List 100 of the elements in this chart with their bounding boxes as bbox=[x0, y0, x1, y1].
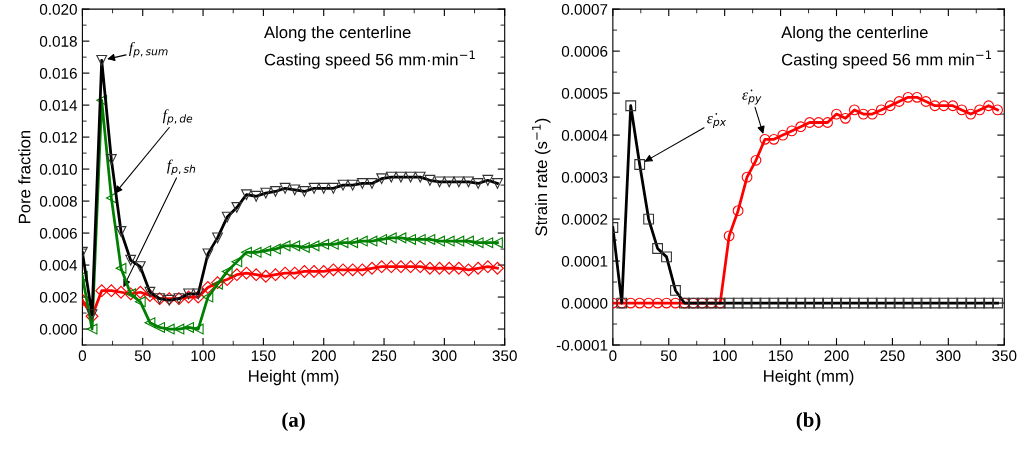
point bbox=[163, 323, 175, 335]
point bbox=[777, 129, 789, 141]
point bbox=[804, 117, 816, 128]
point bbox=[947, 100, 959, 112]
point bbox=[278, 266, 292, 280]
y-tick-label: -0.0001 bbox=[556, 339, 608, 351]
point bbox=[240, 266, 253, 280]
point bbox=[634, 297, 646, 309]
y-tick-label: 0.0001 bbox=[561, 255, 608, 267]
point bbox=[115, 262, 127, 274]
legend-label: ε̇$_{px}$ bbox=[707, 113, 727, 128]
point bbox=[347, 237, 359, 249]
x-tick-label: 50 bbox=[660, 350, 677, 362]
point bbox=[884, 100, 896, 112]
point bbox=[625, 297, 637, 309]
point bbox=[356, 235, 368, 247]
point bbox=[956, 104, 968, 116]
point bbox=[643, 297, 655, 309]
point bbox=[404, 260, 418, 274]
x-tick-label: 250 bbox=[372, 350, 397, 362]
point bbox=[481, 260, 495, 274]
y-tick-label: 0.0006 bbox=[561, 45, 608, 57]
point bbox=[384, 260, 398, 274]
point bbox=[920, 96, 932, 107]
x-tick-label: 300 bbox=[432, 350, 457, 362]
y-tick-label: 0.000 bbox=[39, 323, 77, 335]
y-tick-label: 0.002 bbox=[39, 291, 77, 303]
y-tick-label: 0.016 bbox=[39, 67, 77, 79]
point bbox=[95, 284, 109, 298]
text: (b) bbox=[796, 412, 821, 432]
y-tick-label: 0.0003 bbox=[561, 171, 608, 183]
text: (a) bbox=[282, 412, 305, 432]
x-tick-label: 250 bbox=[880, 350, 905, 362]
y-axis-title: Pore fraction bbox=[18, 130, 31, 223]
point bbox=[471, 261, 485, 275]
x-tick-label: 300 bbox=[936, 350, 961, 362]
point bbox=[385, 232, 397, 244]
point bbox=[661, 297, 672, 309]
point bbox=[183, 322, 194, 333]
x-tick-label: 0 bbox=[78, 350, 87, 362]
point bbox=[857, 108, 869, 120]
point bbox=[965, 108, 977, 120]
point bbox=[104, 284, 118, 298]
point bbox=[365, 261, 379, 275]
point bbox=[249, 268, 263, 282]
y-tick-label: 0.0002 bbox=[561, 213, 608, 225]
point bbox=[376, 234, 388, 245]
point bbox=[813, 117, 825, 128]
x-axis-title: Height (mm) bbox=[764, 369, 854, 386]
x-axis-title: Height (mm) bbox=[249, 369, 339, 386]
point bbox=[929, 100, 941, 112]
y-tick-label: 0.010 bbox=[39, 163, 77, 175]
point bbox=[326, 263, 340, 277]
y-tick-label: 0.0005 bbox=[561, 87, 608, 99]
point bbox=[992, 104, 1003, 116]
point bbox=[279, 240, 291, 252]
point bbox=[750, 154, 762, 166]
point bbox=[462, 263, 475, 277]
y-tick-label: 0.0004 bbox=[561, 129, 608, 141]
point bbox=[298, 242, 310, 253]
y-tick-label: 0.020 bbox=[39, 4, 77, 15]
point bbox=[307, 265, 321, 278]
text: f$_{p,sh}$ bbox=[167, 159, 196, 176]
y-tick-label: 0.018 bbox=[39, 36, 77, 47]
point bbox=[938, 100, 950, 112]
point bbox=[732, 205, 744, 217]
point bbox=[201, 281, 215, 294]
point bbox=[375, 260, 389, 274]
point bbox=[434, 235, 445, 247]
point bbox=[875, 104, 887, 116]
point bbox=[346, 263, 360, 277]
point bbox=[442, 261, 456, 275]
point bbox=[741, 171, 753, 183]
legend-label: f$_{p,sum}$ bbox=[129, 41, 168, 58]
point bbox=[768, 133, 780, 145]
y-tick-label: 0.012 bbox=[39, 131, 77, 143]
point bbox=[144, 317, 156, 329]
y-axis-title: Strain rate (s$^{−1}$) bbox=[532, 118, 551, 236]
point bbox=[202, 291, 214, 303]
point bbox=[221, 266, 233, 277]
point bbox=[192, 323, 204, 335]
point bbox=[670, 297, 681, 309]
point bbox=[134, 296, 146, 308]
x-tick-label: 150 bbox=[769, 350, 793, 362]
point bbox=[318, 238, 330, 250]
point bbox=[902, 91, 914, 103]
x-tick-label: 150 bbox=[251, 350, 276, 362]
x-tick-label: 350 bbox=[992, 350, 1017, 362]
y-tick-label: 0.008 bbox=[39, 195, 77, 207]
annotation: Along the centerline Casting speed 56 mm min$^{−1}$ bbox=[781, 25, 992, 69]
point bbox=[433, 261, 446, 275]
x-tick-label: 100 bbox=[713, 350, 737, 362]
y-tick-label: 0.004 bbox=[39, 259, 78, 271]
point bbox=[105, 192, 117, 204]
point bbox=[786, 125, 798, 137]
point bbox=[822, 117, 833, 128]
y-tick-label: 0.014 bbox=[39, 99, 78, 111]
x-tick-label: 200 bbox=[824, 350, 849, 362]
point bbox=[269, 268, 282, 282]
point bbox=[231, 256, 243, 268]
